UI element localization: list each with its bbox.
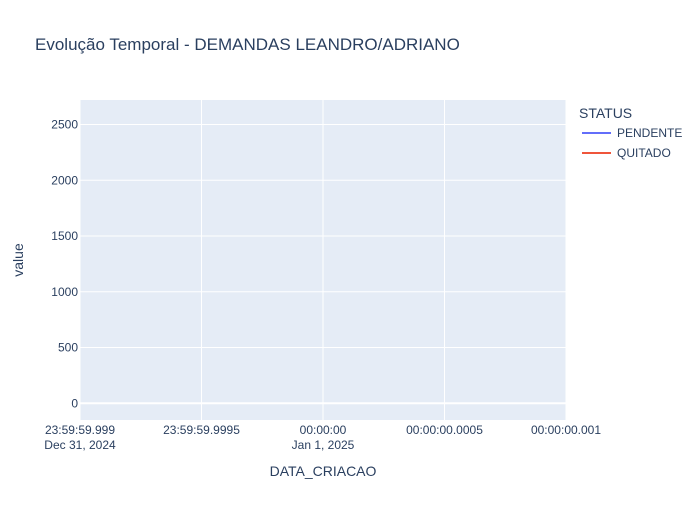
grid-layer: [79, 100, 567, 420]
x-tick-label: 00:00:00: [300, 423, 347, 437]
x-tick-label: 23:59:59.999: [45, 423, 115, 437]
legend-item[interactable]: PENDENTE: [582, 126, 682, 140]
y-tick-label: 0: [71, 396, 78, 410]
y-tick-labels: 0 500 1000 1500 2000 2500: [51, 118, 78, 411]
chart-title: Evolução Temporal - DEMANDAS LEANDRO/ADR…: [35, 35, 460, 54]
legend-items: PENDENTE QUITADO: [582, 126, 682, 160]
x-tick-label: 23:59:59.9995: [163, 423, 240, 437]
y-axis-label: value: [10, 243, 26, 277]
legend-title: STATUS: [579, 105, 632, 121]
y-tick-label: 2500: [51, 118, 78, 132]
x-axis-label: DATA_CRIACAO: [270, 463, 377, 479]
y-tick-label: 1500: [51, 229, 78, 243]
y-tick-label: 2000: [51, 173, 78, 187]
legend-label: PENDENTE: [617, 126, 682, 140]
legend-item[interactable]: QUITADO: [582, 146, 671, 160]
x-tick-label: 00:00:00.0005: [406, 423, 483, 437]
x-tick-label-date: Jan 1, 2025: [292, 438, 355, 452]
legend: STATUS PENDENTE QUITADO: [579, 105, 682, 160]
y-tick-label: 500: [58, 341, 78, 355]
y-tick-label: 1000: [51, 285, 78, 299]
x-tick-label: 00:00:00.001: [531, 423, 601, 437]
legend-label: QUITADO: [617, 146, 671, 160]
x-tick-label-date: Dec 31, 2024: [44, 438, 116, 452]
